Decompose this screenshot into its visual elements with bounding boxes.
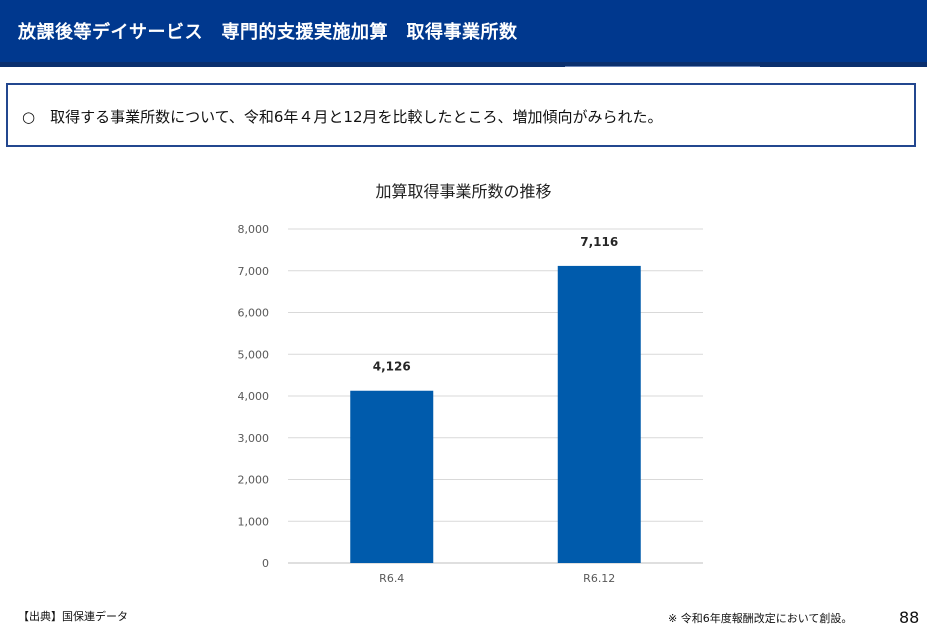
y-tick-label: 8,000: [238, 223, 270, 236]
source-note: 【出典】国保連データ: [18, 610, 128, 623]
chart-title: 加算取得事業所数の推移: [375, 182, 552, 201]
y-tick-label: 0: [262, 557, 269, 570]
header-divider: [0, 62, 927, 67]
header-bar: 放課後等デイサービス 専門的支援実施加算 取得事業所数: [0, 0, 927, 62]
summary-box: ○ 取得する事業所数について、令和6年４月と12月を比較したところ、増加傾向がみ…: [6, 83, 916, 147]
bar: [350, 390, 434, 563]
y-tick-label: 4,000: [238, 390, 270, 403]
y-tick-label: 7,000: [238, 265, 270, 278]
y-tick-label: 3,000: [238, 432, 270, 445]
x-tick-label: R6.12: [583, 572, 615, 585]
page-title: 放課後等デイサービス 専門的支援実施加算 取得事業所数: [18, 22, 518, 43]
y-tick-label: 2,000: [238, 474, 270, 487]
bar: [557, 265, 641, 563]
data-label: 7,116: [580, 235, 618, 249]
summary-text: ○ 取得する事業所数について、令和6年４月と12月を比較したところ、増加傾向がみ…: [22, 108, 663, 126]
y-tick-label: 6,000: [238, 307, 270, 320]
footnote: ※ 令和6年度報酬改定において創設。: [668, 612, 853, 625]
header-accent-line: [565, 66, 760, 67]
y-tick-label: 5,000: [238, 348, 270, 361]
x-tick-label: R6.4: [379, 572, 404, 585]
y-tick-label: 1,000: [238, 515, 270, 528]
page-number: 88: [899, 608, 920, 627]
data-label: 4,126: [373, 360, 411, 374]
